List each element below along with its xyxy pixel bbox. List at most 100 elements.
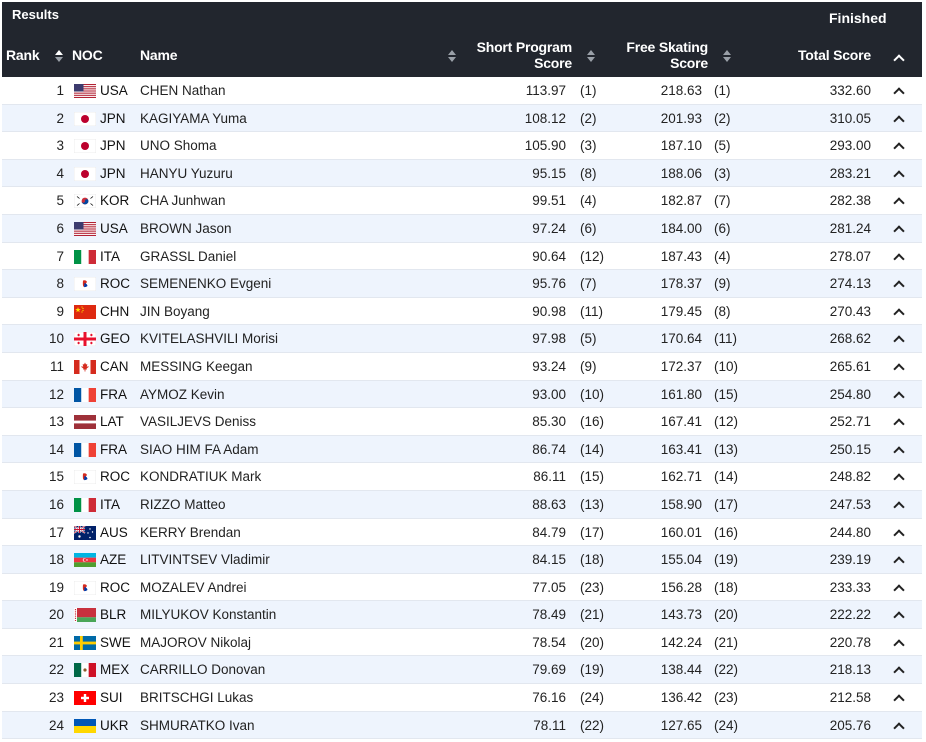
- chevron-up-icon[interactable]: [892, 498, 906, 512]
- chevron-up-icon[interactable]: [892, 360, 906, 374]
- chevron-up-icon[interactable]: [892, 277, 906, 291]
- sort-icon[interactable]: [586, 49, 596, 63]
- chevron-up-icon[interactable]: [892, 443, 906, 457]
- athlete-name[interactable]: CARRILLO Donovan: [140, 662, 266, 678]
- athlete-name[interactable]: BRITSCHGI Lukas: [140, 690, 254, 706]
- table-row[interactable]: 8 ROC SEMENENKO Evgeni 95.76 (7) 178.37 (9) 274…: [2, 270, 922, 298]
- table-row[interactable]: 18 AZE LITVINTSEV Vladimir 84.15 (18) 155.04 (…: [2, 546, 922, 574]
- chevron-up-icon[interactable]: [892, 663, 906, 677]
- table-row[interactable]: 10 GEO KVITELASHVILI Morisi 97.98 (5) 170.64 (…: [2, 325, 922, 353]
- chevron-up-icon[interactable]: [892, 470, 906, 484]
- short-program-score: 84.15: [532, 552, 566, 568]
- chevron-up-icon[interactable]: [892, 250, 906, 264]
- chevron-up-icon[interactable]: [892, 167, 906, 181]
- athlete-name[interactable]: MILYUKOV Konstantin: [140, 607, 277, 623]
- column-header-name[interactable]: Name: [140, 47, 178, 63]
- athlete-name[interactable]: CHA Junhwan: [140, 193, 226, 209]
- table-row[interactable]: 14 FRA SIAO HIM FA Adam 86.74 (14) 163.41 (13)…: [2, 435, 922, 464]
- table-row[interactable]: 19 ROC MOZALEV Andrei 77.05 (23) 156.28 (18) 23…: [2, 574, 922, 602]
- table-row[interactable]: 17 AUS KERRY Brendan 84.79 (17) 160.01 (16) 244…: [2, 519, 922, 547]
- sort-icon[interactable]: [722, 49, 732, 63]
- short-program-rank: (6): [580, 220, 597, 236]
- table-row[interactable]: 20 BLR MILYUKOV Konstantin 78.49 (21) 143.73 (…: [2, 601, 922, 629]
- table-row[interactable]: 16 ITA RIZZO Matteo 88.63 (13) 158.90 (17) 247.…: [2, 490, 922, 519]
- short-program-rank: (19): [580, 662, 605, 678]
- noc-cell: ITA: [100, 496, 120, 512]
- table-row[interactable]: 2 JPN KAGIYAMA Yuma 108.12 (2) 201.93 (2) 310.0…: [2, 104, 922, 133]
- belarus-flag-icon: [74, 608, 96, 623]
- athlete-name[interactable]: HANYU Yuzuru: [140, 165, 233, 181]
- column-header-short-program[interactable]: Short Program Score: [476, 39, 573, 71]
- rank-cell: 16: [48, 496, 64, 512]
- table-row[interactable]: 3 JPN UNO Shoma 105.90 (3) 187.10 (5) 293.00: [2, 132, 922, 160]
- athlete-name[interactable]: LITVINTSEV Vladimir: [140, 552, 270, 568]
- table-row[interactable]: 12 FRA AYMOZ Kevin 93.00 (10) 161.80 (15) 254.8…: [2, 380, 922, 409]
- table-row[interactable]: 13 LAT VASILJEVS Deniss 85.30 (16) 167.41 (12)…: [2, 408, 922, 436]
- chevron-up-icon[interactable]: [892, 139, 906, 153]
- athlete-name[interactable]: KONDRATIUK Mark: [140, 469, 262, 485]
- chevron-up-icon[interactable]: [892, 526, 906, 540]
- rank-cell: 20: [48, 607, 64, 623]
- chevron-up-icon[interactable]: [892, 305, 906, 319]
- free-skating-score: 170.64: [660, 331, 702, 347]
- table-row[interactable]: 1 USA CHEN Nathan 113.97 (1) 218.63 (1) 332.60: [2, 77, 922, 105]
- chevron-up-icon[interactable]: [892, 691, 906, 705]
- chevron-up-icon[interactable]: [892, 84, 906, 98]
- free-skating-rank: (17): [714, 496, 739, 512]
- column-header-rank[interactable]: Rank: [6, 47, 40, 63]
- free-skating-score: 187.43: [660, 248, 702, 264]
- table-row[interactable]: 24 UKR SHMURATKO Ivan 78.11 (22) 127.65 (24) 20…: [2, 711, 922, 740]
- athlete-name[interactable]: MAJOROV Nikolaj: [140, 634, 252, 650]
- table-row[interactable]: 5 KOR CHA Junhwan 99.51 (4) 182.87 (7) 282.38: [2, 187, 922, 215]
- athlete-name[interactable]: GRASSL Daniel: [140, 248, 237, 264]
- athlete-name[interactable]: SEMENENKO Evgeni: [140, 276, 272, 292]
- athlete-name[interactable]: UNO Shoma: [140, 138, 217, 154]
- chevron-up-icon[interactable]: [892, 51, 906, 65]
- athlete-name[interactable]: SIAO HIM FA Adam: [140, 441, 259, 457]
- chevron-up-icon[interactable]: [892, 222, 906, 236]
- free-skating-rank: (21): [714, 634, 739, 650]
- athlete-name[interactable]: VASILJEVS Deniss: [140, 414, 257, 430]
- athlete-name[interactable]: AYMOZ Kevin: [140, 386, 225, 402]
- chevron-up-icon[interactable]: [892, 553, 906, 567]
- australia-flag-icon: [74, 525, 96, 540]
- table-row[interactable]: 9 CHN JIN Boyang 90.98 (11) 179.45 (8) 270.43: [2, 298, 922, 326]
- chevron-up-icon[interactable]: [892, 415, 906, 429]
- table-row[interactable]: 21 SWE MAJOROV Nikolaj 78.54 (20) 142.24 (21) 2…: [2, 629, 922, 657]
- chevron-up-icon[interactable]: [892, 112, 906, 126]
- table-row[interactable]: 22 MEX CARRILLO Donovan 79.69 (19) 138.44 (22)…: [2, 656, 922, 685]
- athlete-name[interactable]: BROWN Jason: [140, 220, 232, 236]
- table-row[interactable]: 23 SUI BRITSCHGI Lukas 76.16 (24) 136.42 (23) 2…: [2, 684, 922, 712]
- short-program-rank: (10): [580, 386, 605, 402]
- column-header-noc[interactable]: NOC: [72, 47, 103, 63]
- total-score: 252.71: [829, 414, 871, 430]
- athlete-name[interactable]: CHEN Nathan: [140, 83, 226, 98]
- athlete-name[interactable]: MOZALEV Andrei: [140, 579, 247, 595]
- athlete-name[interactable]: JIN Boyang: [140, 303, 210, 319]
- short-program-score: 90.98: [532, 303, 566, 319]
- chevron-up-icon[interactable]: [892, 636, 906, 650]
- sort-icon[interactable]: [447, 49, 457, 63]
- athlete-name[interactable]: RIZZO Matteo: [140, 496, 226, 512]
- athlete-name[interactable]: MESSING Keegan: [140, 358, 253, 374]
- free-skating-score: 160.01: [660, 524, 702, 540]
- athlete-name[interactable]: KAGIYAMA Yuma: [140, 110, 247, 126]
- table-row[interactable]: 7 ITA GRASSL Daniel 90.64 (12) 187.43 (4) 278.0…: [2, 243, 922, 271]
- sort-icon[interactable]: [54, 49, 64, 63]
- chevron-up-icon[interactable]: [892, 608, 906, 622]
- chevron-up-icon[interactable]: [892, 194, 906, 208]
- column-header-total-score[interactable]: Total Score: [797, 47, 871, 63]
- chevron-up-icon[interactable]: [892, 332, 906, 346]
- athlete-name[interactable]: KERRY Brendan: [140, 524, 241, 540]
- chevron-up-icon[interactable]: [892, 388, 906, 402]
- chevron-up-icon[interactable]: [892, 581, 906, 595]
- rank-cell: 23: [48, 690, 64, 706]
- athlete-name[interactable]: KVITELASHVILI Morisi: [140, 331, 279, 347]
- column-header-free-skating[interactable]: Free Skating Score: [626, 39, 708, 71]
- athlete-name[interactable]: SHMURATKO Ivan: [140, 717, 255, 733]
- table-row[interactable]: 15 ROC KONDRATIUK Mark 86.11 (15) 162.71 (14) 2…: [2, 463, 922, 491]
- chevron-up-icon[interactable]: [892, 719, 906, 733]
- table-row[interactable]: 4 JPN HANYU Yuzuru 95.15 (8) 188.06 (3) 283.21: [2, 159, 922, 188]
- table-row[interactable]: 6 USA BROWN Jason 97.24 (6) 184.00 (6) 281.24: [2, 214, 922, 243]
- table-row[interactable]: 11 CAN MESSING Keegan 93.24 (9) 172.37 (10) 265…: [2, 353, 922, 381]
